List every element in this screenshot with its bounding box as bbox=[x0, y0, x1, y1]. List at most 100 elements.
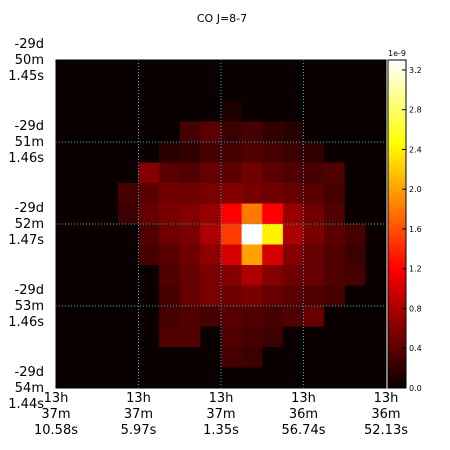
heatmap-cell bbox=[138, 60, 160, 81]
heatmap-cell bbox=[303, 285, 325, 307]
heatmap-cell bbox=[303, 347, 325, 368]
heatmap-cell bbox=[344, 306, 366, 327]
heatmap-cell bbox=[365, 285, 387, 307]
heatmap-cell bbox=[365, 60, 387, 81]
heatmap-cell bbox=[138, 244, 160, 266]
heatmap-cell bbox=[262, 142, 284, 163]
heatmap-cell bbox=[56, 265, 78, 286]
colorbar-tick-label: 0.0 bbox=[409, 384, 422, 393]
heatmap-cell bbox=[76, 224, 98, 245]
y-tick-label: 1.46s bbox=[8, 151, 44, 166]
heatmap-cell bbox=[56, 162, 78, 184]
colorbar-tick-label: 2.8 bbox=[409, 106, 422, 115]
heatmap-cell bbox=[241, 285, 263, 307]
heatmap-cell bbox=[365, 326, 387, 348]
heatmap-cell bbox=[56, 347, 78, 368]
colorbar-tick-label: 1.6 bbox=[409, 225, 422, 234]
heatmap-cell bbox=[200, 306, 222, 327]
heatmap-cell bbox=[303, 121, 325, 143]
heatmap-cell bbox=[221, 101, 243, 122]
heatmap-cell bbox=[303, 203, 325, 225]
x-tick-label: 37m bbox=[206, 407, 235, 422]
heatmap-cell bbox=[159, 203, 181, 225]
heatmap-cell bbox=[303, 224, 325, 245]
heatmap-cell bbox=[97, 121, 119, 143]
heatmap-cell bbox=[324, 203, 346, 225]
y-tick-label: 52m bbox=[15, 217, 44, 232]
y-tick-label: -29d bbox=[15, 365, 45, 380]
y-axis-ticks: -29d50m1.45s-29d51m1.46s-29d52m1.47s-29d… bbox=[8, 37, 44, 412]
heatmap-cell bbox=[324, 101, 346, 122]
heatmap-cell bbox=[221, 367, 243, 389]
heatmap-cell bbox=[159, 244, 181, 266]
heatmap-cell bbox=[241, 265, 263, 286]
heatmap-cell bbox=[56, 101, 78, 122]
heatmap-cell bbox=[344, 101, 366, 122]
x-tick-label: 13h bbox=[291, 391, 316, 406]
heatmap-cell bbox=[200, 347, 222, 368]
heatmap-cell bbox=[262, 121, 284, 143]
heatmap-cell bbox=[159, 80, 181, 102]
colorbar-gradient bbox=[387, 59, 407, 389]
heatmap-cell bbox=[262, 306, 284, 327]
heatmap-cell bbox=[241, 244, 263, 266]
heatmap-cell bbox=[324, 285, 346, 307]
heatmap-cell bbox=[76, 162, 98, 184]
colorbar-tick-label: 3.2 bbox=[409, 66, 422, 75]
heatmap-cell bbox=[97, 347, 119, 368]
heatmap-cell bbox=[138, 80, 160, 102]
colorbar: 1e-9 0.0 0.4 0.8 1.2 1.6 2.0 2.4 2.8 3.2 bbox=[387, 49, 422, 393]
heatmap-cell bbox=[117, 326, 140, 348]
heatmap-cell bbox=[303, 306, 325, 327]
heatmap-cell bbox=[303, 80, 325, 102]
heatmap-cell bbox=[117, 60, 140, 81]
heatmap-cell bbox=[200, 265, 222, 286]
x-tick-label: 10.58s bbox=[34, 423, 78, 438]
heatmap-cell bbox=[56, 60, 78, 81]
heatmap-cell bbox=[324, 326, 346, 348]
heatmap-cell bbox=[282, 367, 305, 389]
heatmap-cell bbox=[365, 306, 387, 327]
heatmap-cell bbox=[344, 244, 366, 266]
colorbar-tick-label: 0.8 bbox=[409, 305, 422, 314]
heatmap-cell bbox=[282, 80, 305, 102]
heatmap-cell bbox=[159, 326, 181, 348]
heatmap-cell bbox=[179, 101, 201, 122]
heatmap-cell bbox=[282, 162, 305, 184]
heatmap-cell bbox=[200, 80, 222, 102]
colorbar-tick-label: 1.2 bbox=[409, 265, 422, 274]
heatmap-cell bbox=[241, 326, 263, 348]
heatmap-cell bbox=[97, 183, 119, 204]
colorbar-tick-label: 0.4 bbox=[409, 344, 422, 353]
heatmap-cell bbox=[117, 183, 140, 204]
heatmap-cell bbox=[241, 224, 263, 245]
heatmap-cell bbox=[97, 80, 119, 102]
heatmap-cell bbox=[76, 101, 98, 122]
heatmap-cell bbox=[117, 306, 140, 327]
heatmap-cell bbox=[303, 60, 325, 81]
heatmap-cell bbox=[221, 203, 243, 225]
heatmap-cell bbox=[200, 121, 222, 143]
heatmap-cell bbox=[179, 203, 201, 225]
heatmap-cell bbox=[56, 367, 78, 389]
heatmap-cell bbox=[97, 306, 119, 327]
heatmap-cell bbox=[282, 326, 305, 348]
heatmap-cell bbox=[262, 162, 284, 184]
heatmap-cell bbox=[97, 60, 119, 81]
heatmap-cell bbox=[117, 244, 140, 266]
heatmap-cell bbox=[241, 306, 263, 327]
heatmap-cell bbox=[97, 224, 119, 245]
heatmap-cell bbox=[303, 367, 325, 389]
heatmap-cell bbox=[303, 244, 325, 266]
heatmap-cell bbox=[200, 162, 222, 184]
heatmap-cell bbox=[179, 224, 201, 245]
heatmap-cell bbox=[262, 60, 284, 81]
heatmap-cell bbox=[76, 121, 98, 143]
heatmap-cell bbox=[56, 142, 78, 163]
heatmap-cell bbox=[324, 347, 346, 368]
heatmap-cell bbox=[200, 326, 222, 348]
heatmap-cell bbox=[365, 183, 387, 204]
x-tick-label: 36m bbox=[289, 407, 318, 422]
x-tick-label: 1.35s bbox=[203, 423, 239, 438]
